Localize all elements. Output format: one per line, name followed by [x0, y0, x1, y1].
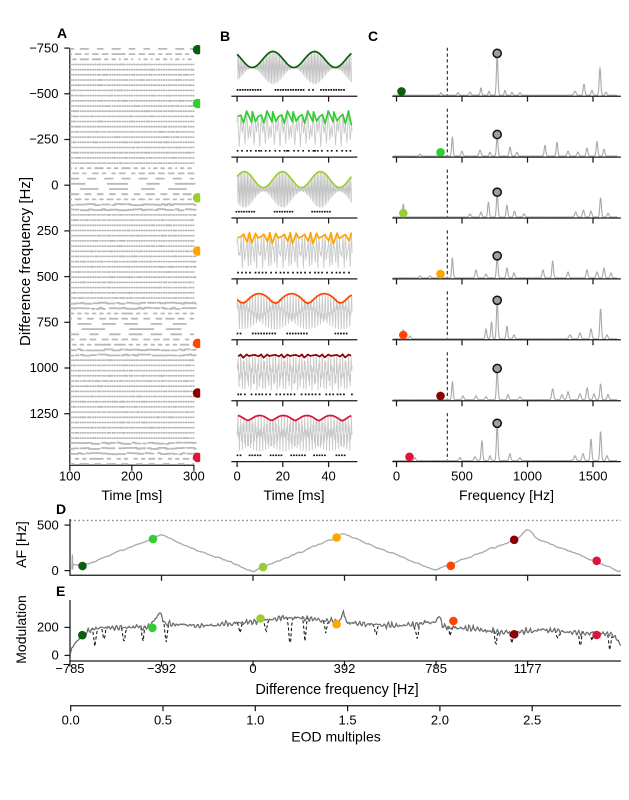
svg-text:A: A [57, 25, 67, 41]
svg-text:−392: −392 [147, 661, 176, 676]
svg-text:Difference frequency [Hz]: Difference frequency [Hz] [17, 177, 34, 346]
svg-text:AF [Hz]: AF [Hz] [13, 521, 29, 568]
svg-text:B: B [220, 28, 230, 44]
svg-text:2.5: 2.5 [523, 712, 541, 727]
svg-text:1.0: 1.0 [246, 712, 264, 727]
svg-text:0.0: 0.0 [62, 712, 80, 727]
svg-text:785: 785 [425, 661, 447, 676]
svg-text:0: 0 [393, 468, 400, 483]
svg-text:−500: −500 [29, 86, 58, 101]
svg-text:300: 300 [183, 468, 205, 483]
svg-text:1177: 1177 [514, 661, 542, 676]
svg-text:1.5: 1.5 [339, 712, 357, 727]
svg-text:40: 40 [321, 468, 335, 483]
svg-text:Time [ms]: Time [ms] [264, 487, 325, 503]
svg-text:Modulation: Modulation [13, 595, 29, 664]
svg-text:Time [ms]: Time [ms] [101, 487, 162, 503]
svg-text:EOD multiples: EOD multiples [291, 729, 380, 745]
svg-text:−250: −250 [29, 132, 58, 147]
svg-text:200: 200 [37, 620, 59, 635]
svg-text:1250: 1250 [30, 406, 59, 421]
svg-text:Difference frequency [Hz]: Difference frequency [Hz] [255, 682, 418, 698]
svg-text:100: 100 [59, 468, 81, 483]
svg-text:500: 500 [37, 269, 59, 284]
svg-text:200: 200 [121, 468, 143, 483]
svg-text:750: 750 [37, 315, 59, 330]
svg-text:2.0: 2.0 [431, 712, 449, 727]
svg-text:−785: −785 [55, 661, 84, 676]
svg-text:392: 392 [334, 661, 356, 676]
svg-text:D: D [56, 501, 66, 517]
svg-text:0.5: 0.5 [154, 712, 172, 727]
svg-text:E: E [56, 583, 65, 599]
svg-text:250: 250 [37, 223, 59, 238]
svg-text:C: C [368, 28, 378, 44]
svg-text:0: 0 [51, 648, 58, 663]
svg-text:500: 500 [451, 468, 473, 483]
svg-text:1000: 1000 [513, 468, 542, 483]
svg-text:20: 20 [276, 468, 290, 483]
svg-text:500: 500 [37, 517, 59, 532]
svg-text:Frequency [Hz]: Frequency [Hz] [459, 487, 554, 503]
svg-text:−750: −750 [29, 40, 58, 55]
svg-text:0: 0 [233, 468, 240, 483]
svg-text:0: 0 [51, 563, 58, 578]
svg-text:1500: 1500 [579, 468, 608, 483]
svg-text:0: 0 [51, 177, 58, 192]
svg-text:0: 0 [249, 661, 256, 676]
svg-text:1000: 1000 [30, 360, 59, 375]
